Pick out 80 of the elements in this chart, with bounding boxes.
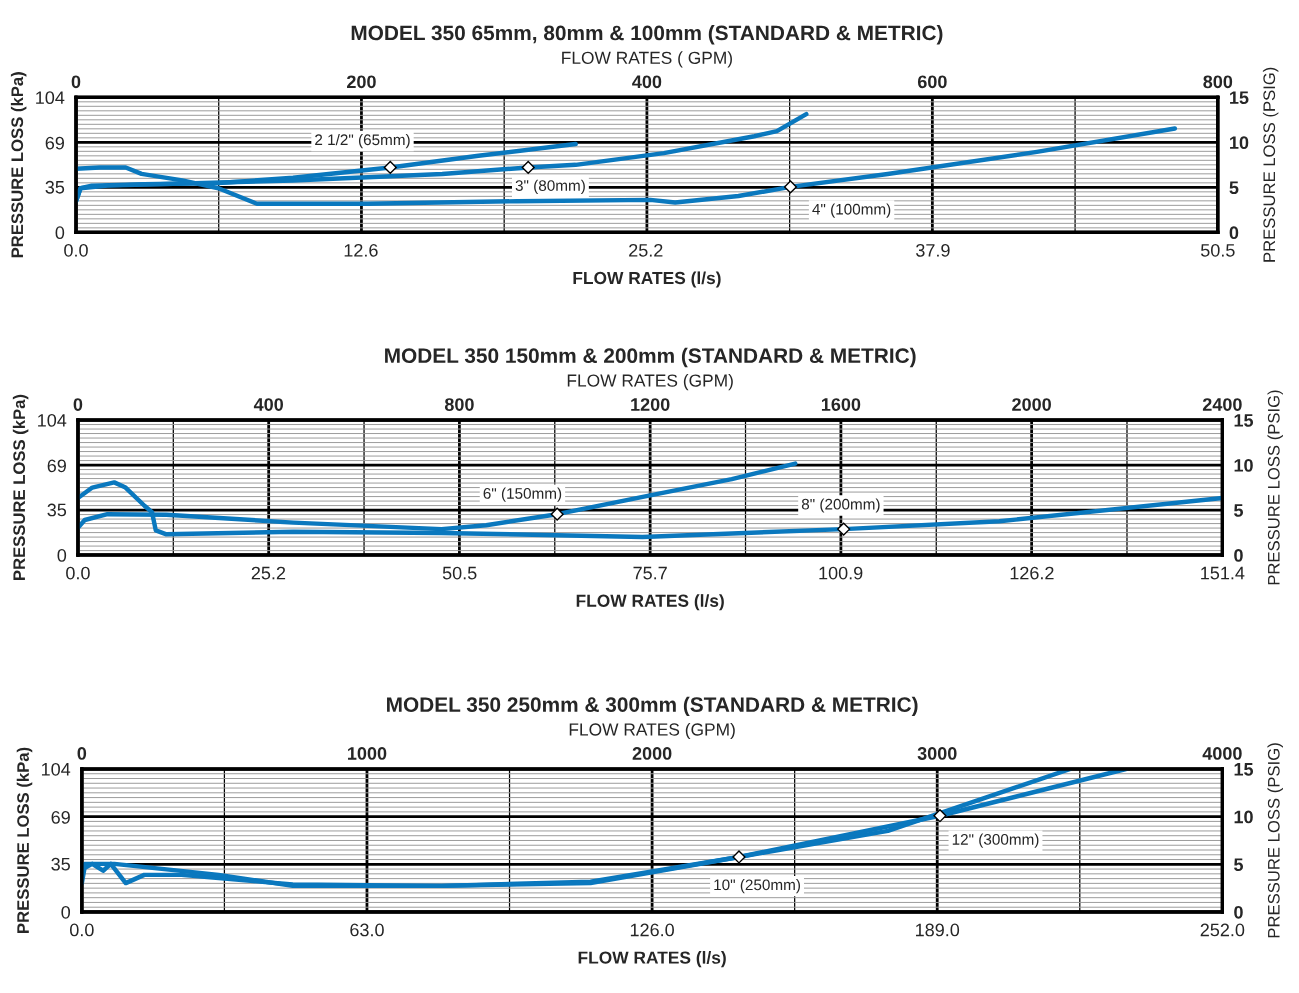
y-tick-label: 35 (47, 503, 67, 517)
y-tick-label: 0 (57, 549, 67, 562)
y-tick-label: 0 (55, 226, 65, 240)
y2-tick-label: 0 (1229, 226, 1239, 240)
y-tick-label: 35 (51, 857, 70, 871)
x2-tick-label: 1200 (631, 398, 670, 411)
y2-tick-label: 0 (1234, 549, 1243, 562)
annotation: 10" (250mm) (714, 879, 800, 894)
y2-tick-label: 0 (1234, 905, 1243, 919)
x-tick-label: 12.6 (344, 243, 378, 257)
annotation: 2 1/2" (65mm) (315, 133, 410, 149)
x2-tick-label: 1000 (348, 747, 387, 760)
x-tick-label: 0.0 (66, 566, 90, 580)
x2-tick-label: 0 (73, 398, 83, 411)
y-tick-label: 104 (41, 762, 71, 776)
annotation: 6" (150mm) (483, 487, 562, 502)
x2-tick-label: 600 (917, 75, 947, 89)
chart-title: MODEL 350 150mm & 200mm (STANDARD & METRIC) (385, 347, 916, 368)
y2-tick-label: 5 (1234, 504, 1244, 517)
x-axis-title: FLOW RATES (l/s) (578, 951, 726, 968)
x2-axis-title: FLOW RATES ( GPM) (562, 51, 732, 68)
x-tick-label: 75.7 (633, 566, 667, 580)
x2-tick-label: 400 (632, 75, 662, 89)
annotation: 4" (100mm) (812, 203, 891, 218)
y-tick-label: 0 (61, 905, 71, 919)
y-axis-title: PRESSURE LOSS (kPa) (12, 394, 29, 580)
x-tick-label: 252.0 (1200, 923, 1245, 937)
x-axis-title: FLOW RATES (l/s) (573, 271, 721, 288)
y2-axis-title: PRESSURE LOSS (PSIG) (1267, 743, 1283, 938)
y2-tick-label: 10 (1234, 458, 1253, 472)
x2-tick-label: 200 (347, 75, 376, 89)
x2-tick-label: 2400 (1202, 398, 1242, 411)
chart-title: MODEL 350 250mm & 300mm (STANDARD & METRIC) (387, 696, 918, 717)
x2-axis-title: FLOW RATES (GPM) (569, 722, 735, 740)
y2-tick-label: 10 (1230, 136, 1249, 150)
y-tick-label: 104 (38, 413, 67, 427)
y2-tick-label: 5 (1234, 858, 1244, 872)
y-tick-label: 35 (45, 180, 65, 194)
y2-axis-title: PRESSURE LOSS (PSIG) (1267, 390, 1283, 585)
x-tick-label: 0.0 (64, 243, 88, 257)
x2-tick-label: 2000 (1012, 398, 1051, 411)
annotation: 12" (300mm) (952, 833, 1039, 848)
x-tick-label: 151.4 (1201, 566, 1245, 580)
x-tick-label: 25.2 (629, 243, 663, 257)
x-tick-label: 126.0 (630, 923, 674, 937)
y-tick-label: 69 (51, 811, 70, 824)
y-tick-label: 69 (47, 459, 66, 473)
x-tick-label: 189.0 (916, 923, 960, 937)
y2-tick-label: 15 (1234, 763, 1254, 776)
y-axis-title: PRESSURE LOSS (kPa) (10, 72, 27, 258)
x-tick-label: 25.2 (251, 566, 286, 580)
y2-axis-title: PRESSURE LOSS (PSIG) (1262, 67, 1279, 262)
x-tick-label: 37.9 (916, 243, 950, 257)
x2-axis-title: FLOW RATES (GPM) (567, 373, 733, 391)
x2-tick-label: 800 (1203, 75, 1233, 89)
x2-tick-label: 800 (444, 398, 474, 411)
x2-tick-label: 0 (71, 75, 81, 89)
chart-title: MODEL 350 65mm, 80mm & 100mm (STANDARD & METRIC) (351, 25, 943, 45)
y-tick-label: 69 (45, 136, 65, 150)
y2-tick-label: 5 (1229, 181, 1239, 195)
annotation: 8" (200mm) (801, 498, 880, 513)
x-tick-label: 100.9 (819, 566, 863, 580)
x2-tick-label: 0 (77, 747, 87, 760)
x2-tick-label: 3000 (917, 747, 957, 760)
x2-tick-label: 2000 (632, 747, 672, 760)
y-tick-label: 104 (36, 91, 65, 105)
y2-tick-label: 15 (1234, 414, 1254, 427)
x2-tick-label: 400 (253, 398, 283, 411)
x-tick-label: 50.5 (442, 566, 477, 580)
annotation: 3" (80mm) (515, 179, 585, 194)
x2-tick-label: 1600 (821, 398, 861, 411)
x-tick-label: 126.2 (1010, 566, 1054, 580)
x-tick-label: 50.5 (1200, 243, 1235, 257)
x-tick-label: 0.0 (69, 923, 94, 937)
x-tick-label: 63.0 (350, 923, 384, 937)
y2-tick-label: 10 (1234, 810, 1253, 824)
x2-tick-label: 4000 (1202, 747, 1242, 760)
y2-tick-label: 15 (1230, 91, 1249, 105)
y-axis-title: PRESSURE LOSS (kPa) (16, 747, 33, 933)
x-axis-title: FLOW RATES (l/s) (576, 594, 724, 611)
